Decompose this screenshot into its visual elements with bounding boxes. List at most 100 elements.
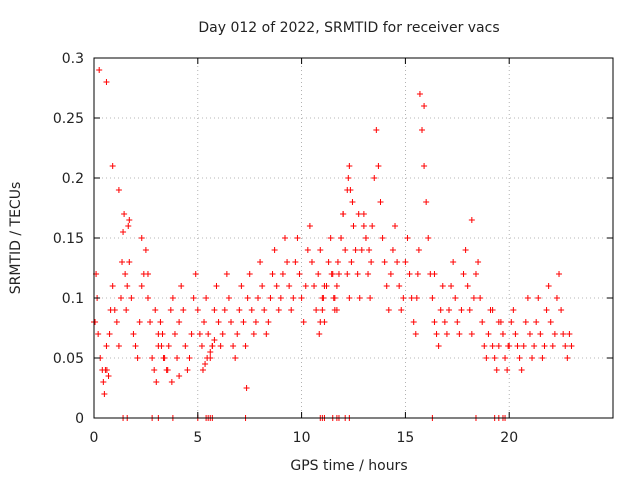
data-point-marker (362, 235, 369, 241)
data-point-marker (493, 367, 500, 373)
y-tick-labels: 0 0.05 0.1 0.15 0.2 0.25 0.3 (53, 51, 84, 427)
data-point-marker (186, 355, 193, 361)
data-point-marker (331, 307, 338, 313)
data-point-marker (340, 211, 347, 217)
data-point-marker (458, 307, 465, 313)
data-point-marker (356, 295, 363, 301)
data-point-marker (219, 331, 226, 337)
data-point-marker (178, 283, 185, 289)
data-point-marker (209, 343, 216, 349)
data-point-marker (288, 307, 295, 313)
data-point-marker (383, 283, 390, 289)
data-point-marker (553, 295, 560, 301)
data-point-marker (352, 247, 359, 253)
data-point-marker (462, 247, 469, 253)
data-point-marker (273, 283, 280, 289)
x-axis-label: GPS time / hours (290, 458, 407, 474)
data-point-marker (489, 307, 496, 313)
data-point-marker (379, 235, 386, 241)
data-point-marker (165, 343, 172, 349)
data-point-marker (217, 343, 224, 349)
data-point-marker (126, 217, 133, 223)
data-point-marker (160, 355, 167, 361)
data-point-marker (286, 283, 293, 289)
data-point-marker (452, 295, 459, 301)
data-point-marker (130, 331, 137, 337)
data-point-marker (483, 355, 490, 361)
data-point-marker (475, 259, 482, 265)
data-point-marker (456, 331, 463, 337)
data-point-marker (238, 283, 245, 289)
data-point-marker (333, 283, 340, 289)
data-point-marker (138, 283, 145, 289)
data-point-marker (512, 331, 519, 337)
data-point-marker (244, 295, 251, 301)
data-point-marker (124, 283, 131, 289)
data-point-marker (125, 223, 132, 229)
data-point-marker (377, 199, 384, 205)
y-tick-label: 0.25 (53, 111, 84, 127)
data-point-marker (350, 223, 357, 229)
data-point-marker (167, 307, 174, 313)
data-point-marker (342, 247, 349, 253)
data-point-marker (176, 319, 183, 325)
data-point-marker (505, 343, 512, 349)
data-point-marker (246, 271, 253, 277)
data-point-marker (346, 295, 353, 301)
data-point-marker (402, 259, 409, 265)
data-point-marker (454, 319, 461, 325)
data-point-marker (211, 307, 218, 313)
data-point-marker (545, 283, 552, 289)
data-point-marker (225, 295, 232, 301)
data-point-marker (236, 307, 243, 313)
data-point-marker (495, 343, 502, 349)
data-point-marker (194, 307, 201, 313)
data-point-marker (522, 319, 529, 325)
data-point-marker (317, 319, 324, 325)
data-point-marker (539, 355, 546, 361)
data-point-marker (199, 367, 206, 373)
y-tick-label: 0.3 (62, 51, 84, 67)
data-point-marker (201, 319, 208, 325)
data-point-marker (290, 295, 297, 301)
data-point-marker (113, 319, 120, 325)
data-point-marker (470, 295, 477, 301)
data-point-marker (321, 283, 328, 289)
data-point-marker (176, 373, 183, 379)
data-point-marker (504, 367, 511, 373)
data-point-marker (460, 271, 467, 277)
data-point-marker (348, 259, 355, 265)
data-point-marker (248, 307, 255, 313)
data-point-marker (389, 247, 396, 253)
data-point-marker (349, 199, 356, 205)
data-point-marker (526, 331, 533, 337)
data-point-marker (168, 379, 175, 385)
data-point-marker (230, 343, 237, 349)
data-point-marker (406, 271, 413, 277)
data-point-marker (371, 175, 378, 181)
x-tick-label: 10 (293, 430, 311, 446)
data-point-marker (360, 211, 367, 217)
data-point-marker (551, 331, 558, 337)
data-point-marker (448, 283, 455, 289)
x-tick-label: 5 (193, 430, 202, 446)
data-point-marker (334, 259, 341, 265)
data-point-marker (481, 343, 488, 349)
data-point-marker (531, 343, 538, 349)
data-point-marker (431, 271, 438, 277)
data-point-marker (479, 319, 486, 325)
data-point-marker (228, 319, 235, 325)
data-point-marker (213, 283, 220, 289)
data-point-marker (347, 187, 354, 193)
data-point-marker (477, 295, 484, 301)
data-point-marker (413, 295, 420, 301)
data-point-marker (313, 307, 320, 313)
data-point-marker (259, 283, 266, 289)
data-point-marker (410, 319, 417, 325)
y-tick-label: 0.05 (53, 351, 84, 367)
data-point-marker (292, 259, 299, 265)
data-point-marker (267, 295, 274, 301)
data-point-marker (96, 67, 103, 73)
data-point-marker (311, 283, 318, 289)
